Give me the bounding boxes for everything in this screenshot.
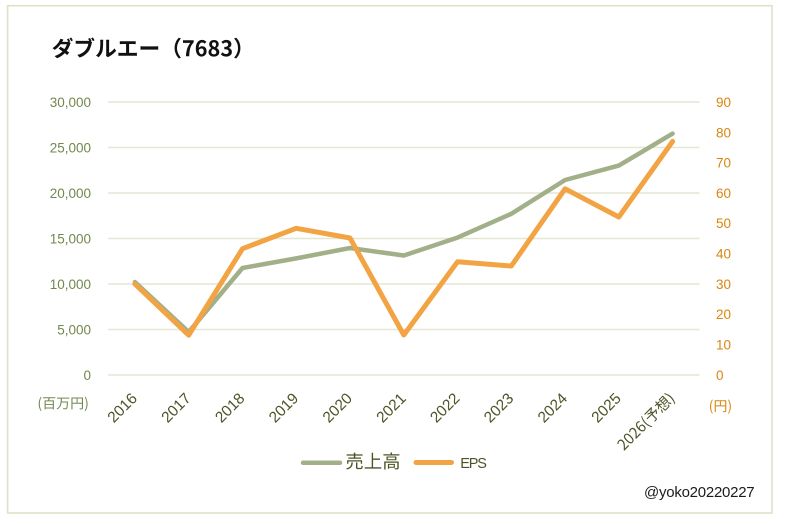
svg-text:2024: 2024 (535, 390, 572, 427)
svg-text:20,000: 20,000 (50, 186, 91, 201)
svg-text:EPS: EPS (460, 456, 486, 472)
svg-text:2019: 2019 (266, 390, 302, 426)
svg-text:5,000: 5,000 (57, 322, 91, 337)
svg-text:2025: 2025 (588, 390, 624, 426)
svg-text:0: 0 (716, 368, 724, 383)
svg-text:80: 80 (716, 125, 731, 140)
svg-text:2022: 2022 (427, 390, 463, 426)
svg-text:2023: 2023 (481, 390, 517, 426)
svg-text:50: 50 (716, 216, 731, 231)
svg-text:25,000: 25,000 (50, 140, 91, 155)
svg-text:40: 40 (716, 247, 731, 262)
svg-text:2017: 2017 (158, 390, 194, 426)
svg-text:2020: 2020 (320, 390, 356, 426)
svg-text:90: 90 (716, 95, 731, 110)
svg-text:30: 30 (716, 277, 731, 292)
svg-text:70: 70 (716, 156, 731, 171)
svg-text:60: 60 (716, 186, 731, 201)
svg-text:@yoko20220227: @yoko20220227 (644, 484, 754, 501)
svg-text:0: 0 (83, 368, 91, 383)
svg-text:10: 10 (716, 338, 731, 353)
svg-text:15,000: 15,000 (50, 231, 91, 246)
svg-text:20: 20 (716, 307, 731, 322)
svg-text:2018: 2018 (212, 390, 248, 426)
svg-text:2016: 2016 (105, 390, 141, 426)
svg-text:10,000: 10,000 (50, 277, 91, 292)
svg-text:2021: 2021 (373, 390, 409, 426)
svg-text:30,000: 30,000 (50, 95, 91, 110)
